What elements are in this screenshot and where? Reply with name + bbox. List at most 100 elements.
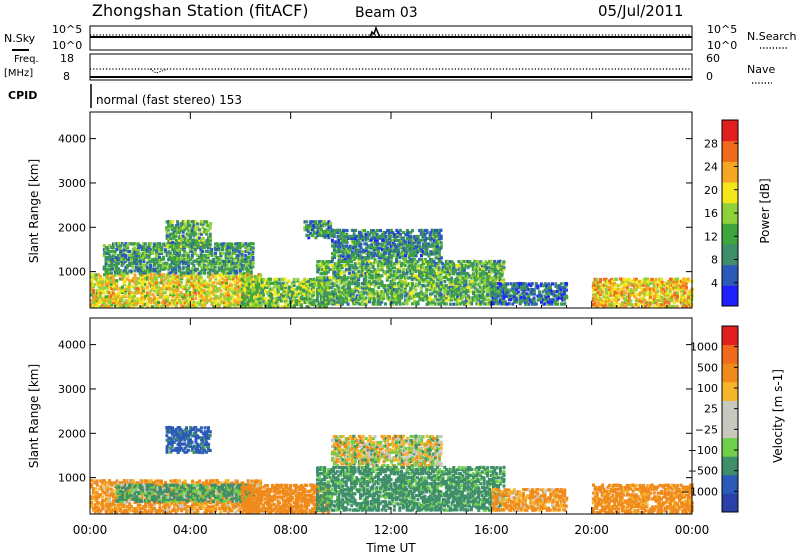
scatter-cell — [181, 222, 185, 226]
scatter-cell — [112, 267, 115, 271]
scatter-cell — [187, 275, 191, 279]
scatter-cell — [338, 234, 342, 239]
scatter-cell — [351, 302, 355, 306]
scatter-cell — [126, 263, 130, 267]
scatter-cell — [608, 287, 611, 291]
scatter-cell — [404, 242, 408, 246]
scatter-cell — [146, 301, 149, 305]
scatter-cell — [479, 294, 482, 298]
scatter-cell — [407, 267, 411, 272]
scatter-cell — [645, 277, 649, 281]
scatter-cell — [310, 281, 314, 285]
scatter-cell — [405, 248, 409, 252]
scatter-cell — [353, 278, 357, 282]
scatter-cell — [435, 246, 439, 250]
scatter-cell — [197, 257, 201, 261]
scatter-cell — [416, 242, 420, 246]
scatter-cell — [470, 296, 474, 300]
scatter-cell — [217, 281, 221, 285]
scatter-cell — [203, 269, 207, 273]
scatter-cell — [400, 250, 404, 254]
scatter-cell — [595, 305, 599, 309]
scatter-cell — [185, 271, 189, 275]
scatter-cell — [622, 281, 626, 285]
scatter-cell — [437, 302, 441, 306]
scatter-cell — [366, 258, 370, 262]
scatter-cell — [236, 254, 240, 258]
scatter-cell — [457, 282, 461, 286]
scatter-cell — [643, 293, 647, 297]
scatter-cell — [170, 287, 174, 291]
scatter-cell — [276, 289, 280, 293]
scatter-cell — [394, 274, 398, 278]
scatter-cell — [305, 279, 309, 283]
scatter-cell — [346, 302, 350, 306]
scatter-cell — [509, 298, 513, 302]
scatter-cell — [174, 293, 178, 297]
scatter-cell — [176, 297, 180, 301]
scatter-cell — [196, 244, 200, 248]
scatter-cell — [338, 244, 342, 248]
scatter-cell — [274, 297, 278, 301]
scatter-cell — [346, 276, 350, 280]
scatter-cell — [201, 265, 205, 269]
scatter-cell — [346, 268, 350, 272]
scatter-cell — [188, 299, 192, 303]
scatter-cell — [631, 289, 635, 293]
scatter-cell — [477, 272, 481, 276]
scatter-cell — [546, 294, 550, 298]
scatter-cell — [163, 277, 167, 281]
scatter-cell — [155, 298, 159, 302]
scatter-cell — [419, 228, 423, 232]
scatter-cell — [432, 230, 436, 235]
scatter-cell — [633, 277, 637, 281]
scatter-cell — [504, 286, 508, 290]
scatter-cell — [343, 229, 347, 233]
scatter-cell — [343, 236, 347, 240]
scatter-cell — [254, 277, 258, 281]
scatter-cell — [428, 288, 432, 292]
scatter-cell — [514, 288, 518, 292]
scatter-cell — [95, 281, 99, 285]
scatter-cell — [229, 260, 233, 264]
scatter-cell — [339, 240, 343, 244]
scatter-cell — [223, 287, 227, 291]
scatter-cell — [180, 301, 183, 305]
scatter-cell — [230, 275, 234, 279]
scatter-cell — [152, 295, 156, 299]
scatter-cell — [338, 242, 341, 246]
scatter-cell — [188, 224, 192, 228]
scatter-cell — [457, 286, 461, 290]
scatter-cell — [143, 242, 147, 246]
scatter-cell — [554, 282, 558, 286]
scatter-cell — [135, 303, 139, 307]
scatter-cell — [201, 249, 205, 253]
scatter-cell — [432, 248, 436, 252]
scatter-cell — [378, 256, 382, 260]
scatter-cell — [126, 275, 130, 279]
scatter-cell — [654, 299, 658, 303]
scatter-cell — [354, 242, 358, 246]
scatter-cell — [427, 254, 431, 258]
scatter-cell — [600, 303, 604, 307]
scatter-cell — [341, 240, 345, 244]
scatter-cell — [625, 301, 629, 305]
scatter-cell — [448, 260, 452, 264]
scatter-cell — [196, 222, 199, 226]
scatter-cell — [183, 271, 187, 275]
scatter-cell — [190, 305, 194, 309]
scatter-cell — [407, 238, 411, 242]
scatter-cell — [116, 258, 120, 262]
scatter-cell — [233, 291, 237, 295]
scatter-cell — [480, 268, 484, 272]
scatter-cell — [111, 277, 115, 281]
scatter-cell — [348, 292, 352, 296]
scatter-cell — [491, 296, 495, 300]
scatter-cell — [189, 295, 193, 299]
scatter-cell — [110, 255, 113, 260]
scatter-cell — [543, 288, 547, 292]
scatter-cell — [303, 277, 307, 281]
scatter-cell — [190, 261, 194, 265]
scatter-cell — [248, 273, 252, 277]
scatter-cell — [316, 299, 319, 303]
